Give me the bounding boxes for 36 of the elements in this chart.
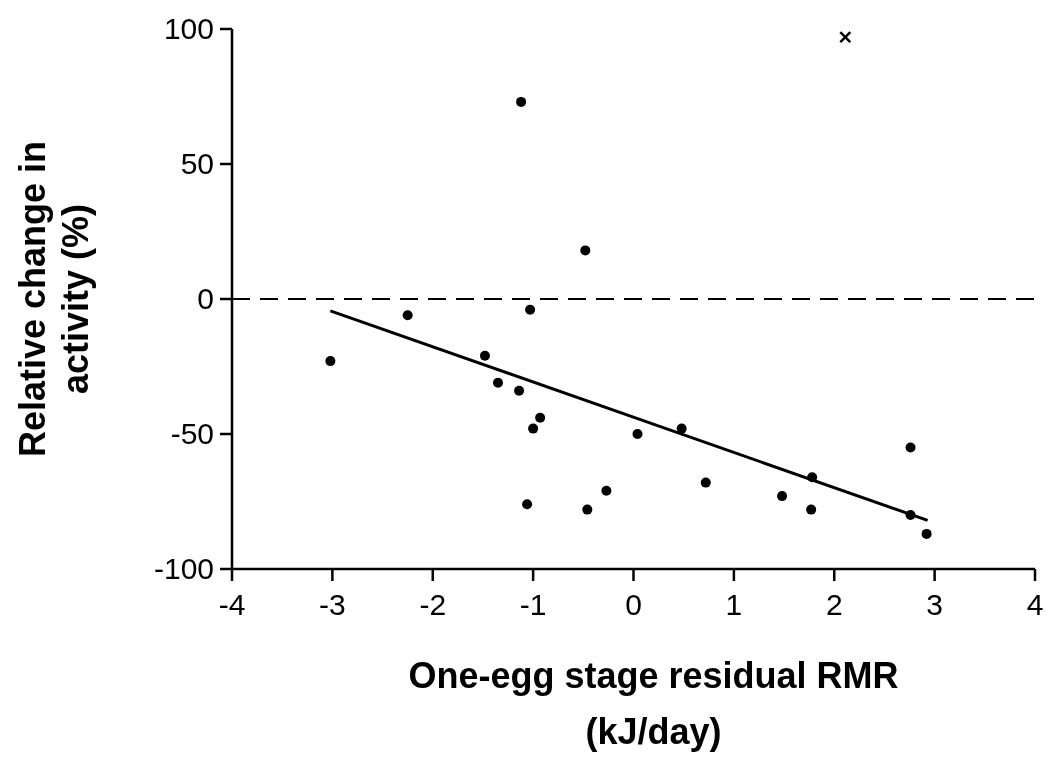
point <box>700 477 711 488</box>
point <box>514 385 525 396</box>
x-tick-label: 3 <box>926 588 943 621</box>
point <box>522 499 533 510</box>
point <box>402 310 413 321</box>
x-tick-label: 4 <box>1026 588 1044 621</box>
point <box>921 528 932 539</box>
point <box>580 245 591 256</box>
x-axis-title: One-egg stage residual RMR (kJ/day) <box>408 655 899 752</box>
point <box>601 485 612 496</box>
y-axis-title: Relative change in activity (%) <box>12 140 96 458</box>
point <box>479 350 490 361</box>
point <box>777 491 788 502</box>
x-tick-label: 0 <box>625 588 642 621</box>
point <box>516 96 527 107</box>
y-tick-label: -50 <box>170 417 214 450</box>
x-tick-label: -2 <box>419 588 447 621</box>
point <box>839 30 852 44</box>
x-tick-label: -3 <box>319 588 346 621</box>
point <box>632 429 643 439</box>
point <box>582 504 593 515</box>
y-tick-label: 0 <box>197 282 214 315</box>
x-tick-label: 1 <box>725 588 743 621</box>
point <box>325 356 336 367</box>
x-tick-label: 2 <box>825 588 843 621</box>
x-tick-label: -4 <box>218 588 246 621</box>
point <box>525 304 536 315</box>
point <box>905 442 916 453</box>
y-tick-label: 50 <box>180 147 214 180</box>
x-tick-label: -1 <box>519 588 547 621</box>
point <box>806 504 817 515</box>
point <box>528 423 539 434</box>
y-tick-label: -100 <box>153 552 214 585</box>
point <box>535 412 546 423</box>
point <box>492 377 503 388</box>
y-tick-label: 100 <box>163 12 214 45</box>
